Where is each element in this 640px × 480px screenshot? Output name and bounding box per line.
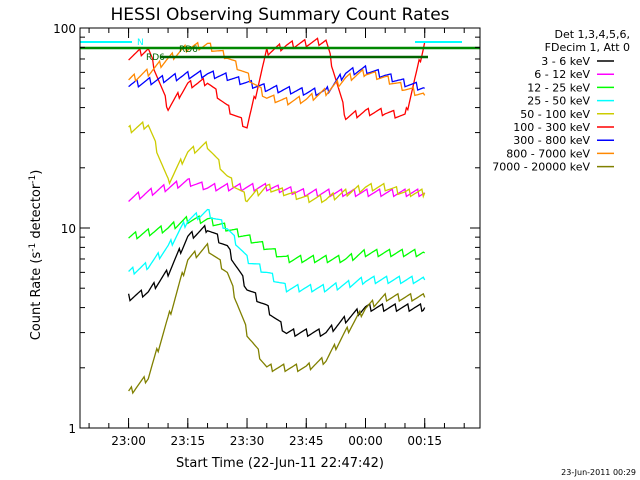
plot-frame [79, 27, 481, 429]
series-line-5 [128, 120, 426, 204]
y-axis-label-part-3: detector [29, 183, 44, 243]
legend-label-9: 7000 - 20000 keV [492, 161, 590, 174]
legend-label-6: 100 - 300 keV [513, 121, 590, 134]
legend-label-5: 50 - 100 keV [520, 108, 590, 121]
y-axis-label-part-4: -1 [28, 175, 38, 184]
x-tick-label: 23:45 [289, 434, 324, 448]
series-line-9 [128, 242, 426, 395]
y-axis-label-part-1: Count Rate (s [29, 252, 44, 341]
series-line-3 [128, 215, 426, 264]
annotation-label-1: N [137, 38, 144, 48]
legend-label-2: 6 - 12 keV [534, 68, 590, 81]
series-line-2 [128, 177, 426, 202]
legend-header-1: Det 1,3,4,5,6, [554, 28, 630, 41]
y-axis-label: Count Rate (s-1 detector-1) [28, 170, 44, 341]
y-tick-label-1: 1 [68, 422, 76, 436]
y-tick-label-100: 100 [53, 22, 76, 36]
legend-header-2: FDecim 1, Att 0 [545, 41, 630, 54]
series-line-6 [128, 37, 426, 129]
series-line-7 [128, 64, 425, 97]
svg-text:Count Rate (s-1 detector-1): Count Rate (s-1 detector-1) [28, 170, 44, 341]
y-tick-label-10: 10 [61, 222, 76, 236]
y-axis-label-part-2: -1 [28, 243, 38, 252]
x-tick-label: 23:00 [111, 434, 146, 448]
legend-label-7: 300 - 800 keV [513, 134, 590, 147]
y-axis-label-part-5: ) [29, 170, 44, 175]
x-tick-label: 23:15 [171, 434, 206, 448]
legend-label-1: 3 - 6 keV [541, 55, 590, 68]
x-tick-label: 00:00 [348, 434, 383, 448]
footer-date: 23-Jun-2011 00:29 [561, 468, 636, 477]
x-tick-label: 00:15 [407, 434, 442, 448]
chart-title: HESSI Observing Summary Count Rates [110, 5, 449, 25]
x-tick-label: 23:30 [230, 434, 265, 448]
annotation-label-3: RD6 [146, 53, 165, 63]
series-line-4 [128, 208, 426, 293]
series-line-1 [127, 224, 426, 338]
annotation-label-2: RD6 [179, 45, 198, 55]
legend-label-3: 12 - 25 keV [527, 81, 590, 94]
axes: 1 10 100 23:00 23:15 23:30 23:45 00:00 00:15 [53, 22, 481, 448]
series-line-8 [128, 41, 426, 106]
legend-label-8: 800 - 7000 keV [506, 147, 590, 160]
legend-label-4: 25 - 50 keV [527, 95, 590, 108]
x-axis-label: Start Time (22-Jun-11 22:47:42) [176, 456, 384, 471]
legend: Det 1,3,4,5,6, FDecim 1, Att 0 3 - 6 keV… [492, 28, 630, 174]
